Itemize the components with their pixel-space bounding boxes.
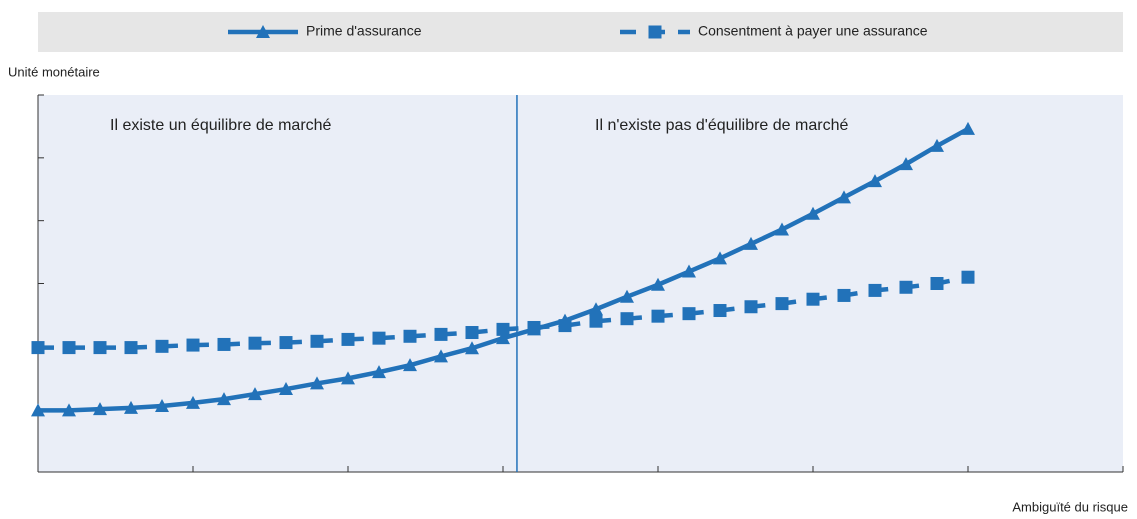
marker	[806, 292, 820, 306]
marker	[372, 365, 386, 379]
annotation: Il existe un équilibre de marché	[110, 117, 332, 134]
marker	[558, 319, 572, 333]
marker	[651, 309, 665, 323]
marker	[256, 25, 270, 38]
marker	[961, 121, 975, 135]
marker	[155, 399, 169, 413]
marker	[279, 382, 293, 396]
marker	[868, 174, 882, 188]
plot-area	[38, 95, 1123, 472]
marker	[775, 222, 789, 236]
marker	[961, 270, 975, 284]
marker	[341, 332, 355, 346]
marker	[837, 190, 851, 204]
marker	[248, 387, 262, 401]
marker	[930, 277, 944, 290]
marker	[713, 251, 727, 265]
marker	[465, 326, 479, 340]
marker	[682, 264, 696, 278]
legend-label: Consentment à payer une assurance	[698, 23, 928, 39]
marker	[62, 403, 76, 417]
marker	[124, 341, 138, 355]
marker	[403, 358, 417, 372]
marker	[651, 277, 665, 291]
marker	[93, 341, 107, 355]
marker	[310, 376, 324, 390]
marker	[403, 329, 417, 343]
legend-label: Prime d'assurance	[306, 23, 422, 39]
marker	[248, 336, 262, 350]
marker	[496, 331, 510, 345]
marker	[186, 395, 200, 409]
marker	[589, 314, 603, 328]
marker	[527, 320, 541, 334]
marker	[899, 157, 913, 171]
marker	[775, 297, 789, 311]
marker	[620, 289, 634, 303]
marker	[744, 300, 758, 314]
marker	[930, 138, 944, 152]
marker	[899, 280, 913, 294]
marker	[434, 327, 448, 341]
annotation: Il n'existe pas d'équilibre de marché	[595, 117, 848, 134]
marker	[31, 403, 45, 417]
marker	[341, 371, 355, 385]
marker	[682, 307, 696, 321]
marker	[434, 349, 448, 363]
marker	[648, 25, 662, 39]
marker	[465, 341, 479, 355]
marker	[62, 341, 76, 355]
marker	[372, 331, 386, 345]
marker	[310, 334, 324, 348]
marker	[93, 402, 107, 416]
marker	[217, 337, 231, 351]
marker	[31, 341, 45, 355]
marker	[620, 312, 634, 326]
marker	[713, 304, 727, 318]
marker	[155, 339, 169, 353]
marker	[744, 236, 758, 250]
legend-band	[38, 12, 1123, 52]
marker	[589, 302, 603, 316]
marker	[217, 392, 231, 406]
marker	[186, 338, 200, 352]
marker	[868, 283, 882, 297]
y-axis-label: Unité monétaire	[8, 64, 100, 79]
x-axis-label: Ambiguïté du risque	[1012, 499, 1128, 514]
marker	[837, 288, 851, 302]
marker	[279, 336, 293, 350]
marker	[806, 206, 820, 220]
marker	[496, 322, 510, 336]
marker	[124, 400, 138, 414]
